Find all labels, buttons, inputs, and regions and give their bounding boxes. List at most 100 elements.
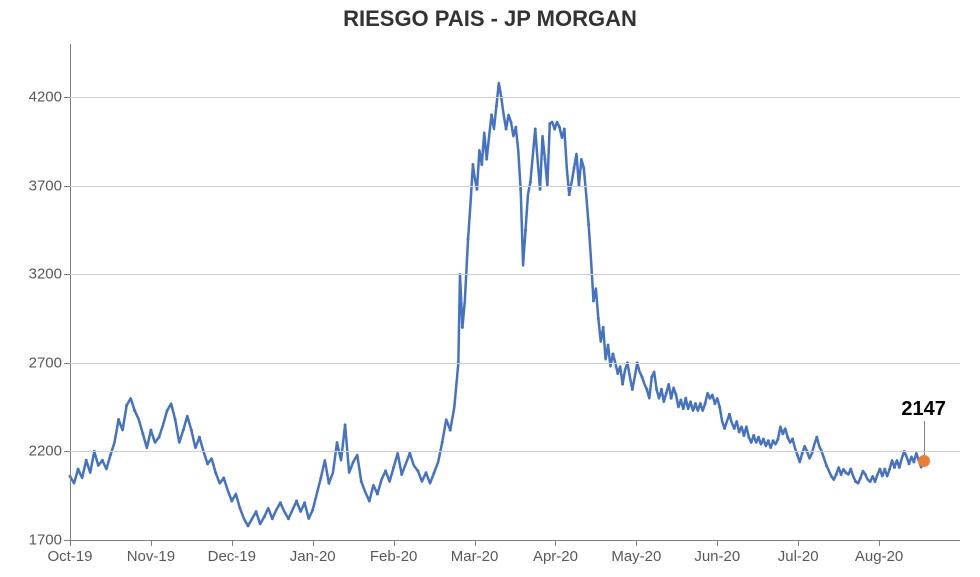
series-marker	[255, 510, 258, 513]
gridline	[70, 363, 960, 364]
series-marker	[631, 388, 634, 391]
series-marker	[854, 480, 857, 483]
end-leader-line	[924, 421, 925, 455]
series-marker	[611, 353, 614, 356]
series-marker	[616, 372, 619, 375]
series-marker	[781, 432, 784, 435]
series-marker	[319, 477, 322, 480]
series-marker	[912, 461, 915, 464]
series-marker	[85, 459, 88, 462]
series-marker	[109, 453, 112, 456]
series-marker	[762, 438, 765, 441]
series-marker	[327, 482, 330, 485]
x-tick-label: Jul-20	[778, 540, 819, 565]
series-marker	[908, 462, 911, 465]
gridline	[70, 274, 960, 275]
series-marker	[641, 376, 644, 379]
series-marker	[713, 402, 716, 405]
series-marker	[592, 299, 595, 302]
series-marker	[864, 473, 867, 476]
series-marker	[101, 459, 104, 462]
series-marker	[534, 128, 537, 131]
series-marker	[675, 393, 678, 396]
chart-container: RIESGO PAIS - JP MORGAN 2147 17002200270…	[0, 0, 980, 577]
series-marker	[752, 434, 755, 437]
series-marker	[849, 468, 852, 471]
series-marker	[433, 471, 436, 474]
x-axis-line	[70, 540, 960, 541]
series-marker	[708, 397, 711, 400]
series-marker	[796, 453, 799, 456]
line-chart-svg	[70, 44, 960, 540]
series-marker	[230, 500, 233, 503]
series-marker	[684, 397, 687, 400]
series-marker	[416, 469, 419, 472]
gridline	[70, 97, 960, 98]
series-marker	[898, 466, 901, 469]
y-tick-label: 3200	[29, 266, 70, 283]
series-marker	[125, 404, 128, 407]
series-marker	[844, 471, 847, 474]
end-value-label: 2147	[901, 398, 946, 421]
x-tick-label: Oct-19	[47, 540, 92, 565]
series-marker	[786, 436, 789, 439]
series-marker	[247, 524, 250, 527]
series-marker	[485, 158, 488, 161]
series-marker	[840, 473, 843, 476]
series-marker	[883, 468, 886, 471]
x-tick-label: Dec-19	[208, 540, 256, 565]
series-marker	[400, 473, 403, 476]
series-marker	[174, 418, 177, 421]
series-marker	[158, 436, 161, 439]
series-marker	[461, 326, 464, 329]
series-marker	[602, 326, 605, 329]
series-marker	[718, 406, 721, 409]
x-tick-label: Jun-20	[694, 540, 740, 565]
series-marker	[665, 391, 668, 394]
series-marker	[495, 105, 498, 108]
series-marker	[597, 317, 600, 320]
series-marker	[303, 501, 306, 504]
series-marker	[733, 427, 736, 430]
series-marker	[869, 480, 872, 483]
series-marker	[214, 471, 217, 474]
series-marker	[757, 436, 760, 439]
series-marker	[279, 501, 282, 504]
series-marker	[728, 413, 731, 416]
series-marker	[480, 163, 483, 166]
series-marker	[679, 399, 682, 402]
y-tick-label: 4200	[29, 89, 70, 106]
series-marker	[543, 158, 546, 161]
series-marker	[558, 126, 561, 129]
series-marker	[645, 388, 648, 391]
series-marker	[514, 126, 517, 129]
series-marker	[776, 438, 779, 441]
plot-area: 2147 170022002700320037004200Oct-19Nov-1…	[70, 44, 960, 540]
series-marker	[830, 475, 833, 478]
series-marker	[198, 436, 201, 439]
series-marker	[271, 517, 274, 520]
series-marker	[621, 383, 624, 386]
series-marker	[368, 500, 371, 503]
series-marker	[815, 436, 818, 439]
gridline	[70, 186, 960, 187]
end-marker-dot	[918, 455, 930, 467]
series-marker	[505, 128, 508, 131]
gridline	[70, 451, 960, 452]
x-tick-label: Apr-20	[533, 540, 578, 565]
series-marker	[539, 188, 542, 191]
series-marker	[791, 438, 794, 441]
series-marker	[670, 397, 673, 400]
series-marker	[238, 507, 241, 510]
series-marker	[475, 188, 478, 191]
series-marker	[689, 400, 692, 403]
series-marker	[888, 468, 891, 471]
series-marker	[878, 468, 881, 471]
series-marker	[295, 500, 298, 503]
series-marker	[449, 429, 452, 432]
series-marker	[694, 402, 697, 405]
series-marker	[772, 439, 775, 442]
series-marker	[553, 128, 556, 131]
series-marker	[384, 469, 387, 472]
series-marker	[149, 429, 152, 432]
